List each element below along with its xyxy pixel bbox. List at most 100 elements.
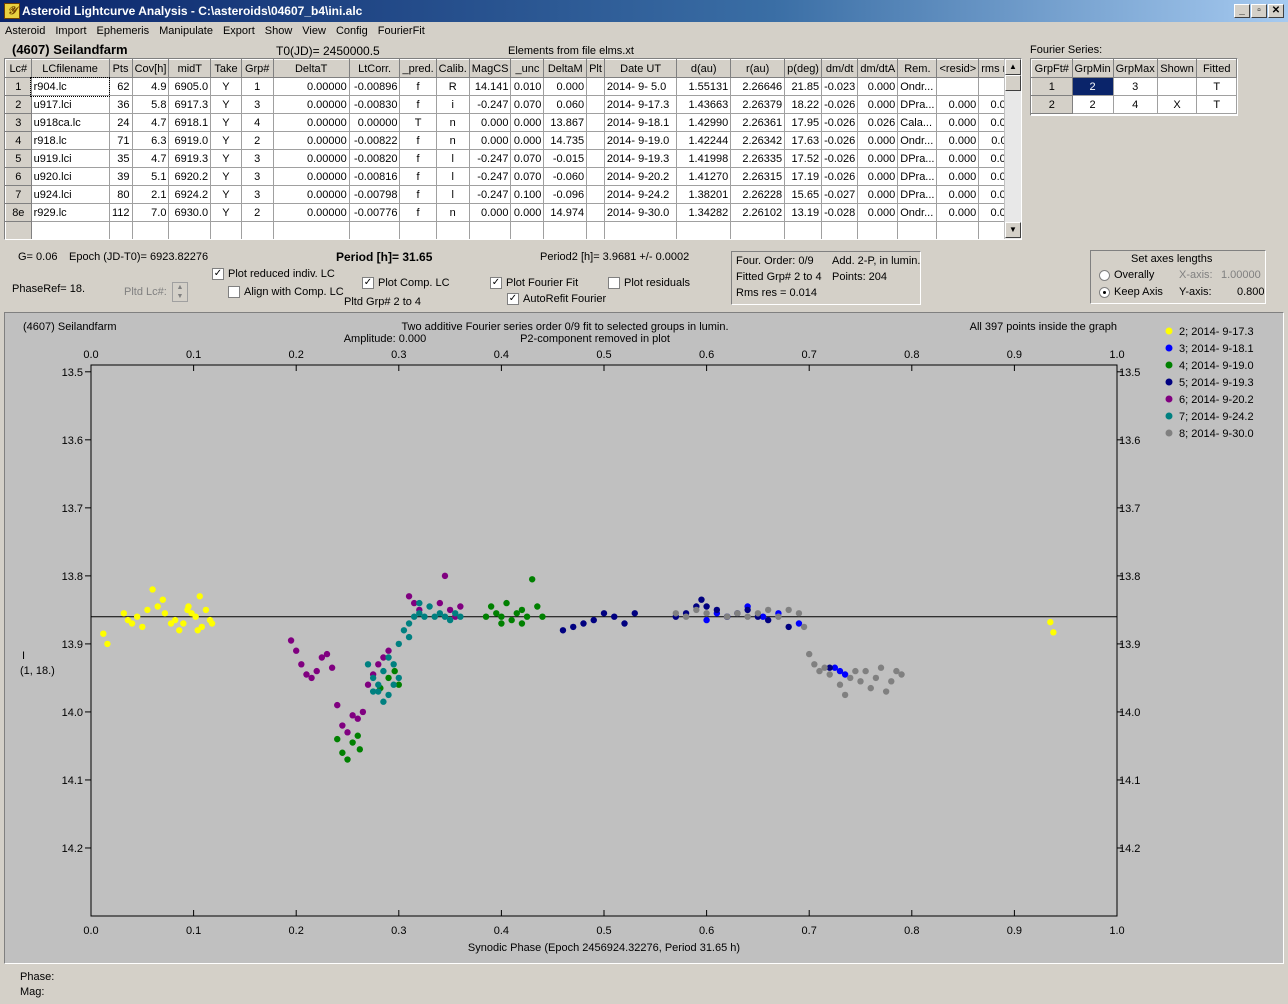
table-cell[interactable]: 21.85 — [784, 77, 823, 96]
table-cell[interactable]: 2 — [240, 203, 274, 222]
table-cell[interactable] — [586, 77, 605, 96]
fourier-col-header[interactable]: GrpFt# — [1031, 59, 1073, 78]
table-cell[interactable]: 0.000 — [857, 131, 899, 150]
lc-col-header[interactable]: DeltaT — [272, 59, 350, 78]
table-cell[interactable]: i — [435, 95, 470, 114]
table-cell[interactable]: n — [435, 113, 470, 132]
table-cell[interactable]: DPra... — [897, 95, 938, 114]
table-cell[interactable]: Y — [210, 203, 242, 222]
scroll-thumb[interactable] — [1005, 75, 1021, 91]
table-cell[interactable]: 5.8 — [131, 95, 170, 114]
table-cell[interactable]: 0.000 — [857, 149, 899, 168]
lc-col-header[interactable]: Date UT — [603, 59, 678, 78]
table-cell[interactable]: 2 — [240, 131, 274, 150]
table-cell[interactable]: 17.63 — [784, 131, 823, 150]
table-cell[interactable]: u924.lci — [30, 185, 110, 204]
scroll-down-icon[interactable]: ▼ — [1005, 222, 1021, 238]
lc-col-header[interactable]: <resid> — [936, 59, 980, 78]
lc-col-header[interactable]: p(deg) — [784, 59, 823, 78]
table-cell[interactable]: -0.247 — [468, 185, 512, 204]
lc-col-header[interactable]: _unc — [510, 59, 545, 78]
table-cell[interactable]: f — [399, 95, 437, 114]
table-cell[interactable] — [108, 221, 133, 239]
table-cell[interactable]: f — [399, 185, 437, 204]
table-cell[interactable]: 2.1 — [131, 185, 170, 204]
table-cell[interactable]: Y — [210, 77, 242, 96]
fourier-cell[interactable] — [1156, 77, 1198, 96]
table-cell[interactable] — [586, 95, 605, 114]
table-cell[interactable]: 6930.0 — [168, 203, 212, 222]
table-cell[interactable]: -0.026 — [821, 95, 859, 114]
table-cell[interactable]: -0.026 — [821, 167, 859, 186]
table-cell[interactable]: -0.00896 — [348, 77, 401, 96]
table-cell[interactable]: 3 — [240, 167, 274, 186]
table-cell[interactable]: Y — [210, 131, 242, 150]
table-cell[interactable]: u918ca.lc — [30, 113, 110, 132]
fourier-row-header[interactable]: 1 — [1031, 77, 1073, 96]
table-cell[interactable]: n — [435, 131, 470, 150]
table-cell[interactable] — [936, 221, 980, 239]
table-cell[interactable]: 80 — [108, 185, 133, 204]
table-cell[interactable]: Y — [210, 95, 242, 114]
plot-fourier-checkbox[interactable]: ✓ Plot Fourier Fit — [490, 277, 578, 290]
table-cell[interactable]: 1.42990 — [676, 113, 732, 132]
table-cell[interactable]: 6919.3 — [168, 149, 212, 168]
table-cell[interactable]: l — [435, 167, 470, 186]
table-cell[interactable]: 6920.2 — [168, 167, 212, 186]
fourier-cell[interactable]: T — [1196, 95, 1237, 114]
table-cell[interactable]: 0.060 — [543, 95, 588, 114]
row-header[interactable]: 2 — [5, 95, 32, 114]
table-cell[interactable] — [821, 221, 859, 239]
table-cell[interactable]: 4.7 — [131, 149, 170, 168]
table-cell[interactable]: 0.100 — [510, 185, 545, 204]
table-cell[interactable]: 1.41270 — [676, 167, 732, 186]
table-cell[interactable] — [168, 221, 212, 239]
close-button[interactable]: ✕ — [1268, 4, 1284, 18]
table-cell[interactable] — [348, 221, 401, 239]
lc-col-header[interactable]: Take — [210, 59, 242, 78]
table-cell[interactable] — [586, 221, 605, 239]
table-cell[interactable]: f — [399, 149, 437, 168]
table-cell[interactable]: -0.247 — [468, 95, 512, 114]
table-cell[interactable] — [586, 131, 605, 150]
row-header[interactable]: 3 — [5, 113, 32, 132]
table-cell[interactable]: 0.00000 — [272, 203, 350, 222]
table-cell[interactable]: 0.000 — [936, 131, 980, 150]
table-cell[interactable]: 6.3 — [131, 131, 170, 150]
table-cell[interactable]: 4 — [240, 113, 274, 132]
fourier-col-header[interactable]: GrpMin — [1071, 59, 1114, 78]
table-cell[interactable]: -0.096 — [543, 185, 588, 204]
table-cell[interactable]: 0.000 — [857, 167, 899, 186]
table-cell[interactable]: 0.00000 — [272, 77, 350, 96]
table-cell[interactable]: 0.000 — [857, 95, 899, 114]
table-cell[interactable] — [784, 221, 823, 239]
table-cell[interactable]: u920.lci — [30, 167, 110, 186]
minimize-button[interactable]: _ — [1234, 4, 1250, 18]
table-cell[interactable]: 17.52 — [784, 149, 823, 168]
fourier-col-header[interactable]: GrpMax — [1112, 59, 1158, 78]
fourier-cell[interactable]: 3 — [1112, 77, 1158, 96]
table-cell[interactable]: 6918.1 — [168, 113, 212, 132]
table-row[interactable]: 1 r904.lc 62 4.9 6905.0 Y 1 0.00000 -0.00896 f R 14… — [5, 76, 1021, 97]
table-cell[interactable]: -0.026 — [821, 149, 859, 168]
lc-col-header[interactable]: Lc# — [5, 59, 32, 78]
table-cell[interactable] — [468, 221, 512, 239]
fourier-cell[interactable]: 2 — [1071, 95, 1114, 114]
table-cell[interactable]: -0.247 — [468, 167, 512, 186]
table-cell[interactable]: -0.00816 — [348, 167, 401, 186]
table-cell[interactable]: 2.26335 — [730, 149, 786, 168]
table-cell[interactable]: 112 — [108, 203, 133, 222]
menu-fourierfit[interactable]: FourierFit — [377, 25, 425, 37]
lightcurve-plot-panel[interactable]: (4607) Seilandfarm Two additive Fourier s… — [4, 312, 1284, 964]
fourier-col-header[interactable]: Shown — [1156, 59, 1198, 78]
table-cell[interactable]: 18.22 — [784, 95, 823, 114]
menu-asteroid[interactable]: Asteroid — [5, 25, 46, 37]
menu-export[interactable]: Export — [222, 25, 255, 37]
table-cell[interactable]: 0.000 — [857, 77, 899, 96]
table-cell[interactable] — [586, 167, 605, 186]
table-cell[interactable] — [586, 113, 605, 132]
table-cell[interactable]: f — [399, 203, 437, 222]
lc-col-header[interactable]: MagCS — [468, 59, 512, 78]
menu-view[interactable]: View — [302, 25, 326, 37]
